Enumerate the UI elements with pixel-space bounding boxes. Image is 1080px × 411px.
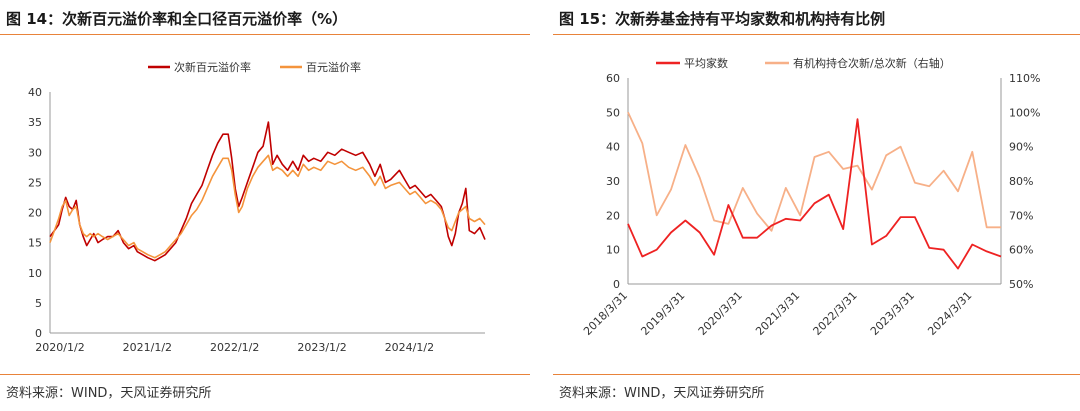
series-line-all-premium <box>49 154 486 259</box>
left-y-tick-label: 20 <box>606 209 620 222</box>
left-y-tick-label: 40 <box>606 141 620 154</box>
right-y-tick-label: 80% <box>1009 175 1033 188</box>
x-tick-label: 2018/3/31 <box>581 289 630 338</box>
right-y-tick-label: 60% <box>1009 244 1033 257</box>
figure-15-source: 资料来源：WIND，天风证券研究所 <box>559 386 765 401</box>
x-tick-label: 2024/1/2 <box>385 341 434 354</box>
figure-15-bottom-rule <box>553 374 1080 375</box>
figure-15-title: 图 15：次新券基金持有平均家数和机构持有比例 <box>559 10 886 28</box>
right-y-tick-label: 110% <box>1009 72 1040 85</box>
x-tick-label: 2021/1/2 <box>123 341 172 354</box>
legend-label: 百元溢价率 <box>306 60 361 74</box>
y-tick-label: 30 <box>28 146 42 159</box>
premium-rate-chart: 0 5 10 15 20 25 30 35 40 2020/1/2 2021/1/2 2022/1/2… <box>28 60 486 354</box>
x-tick-label: 2023/1/2 <box>297 341 346 354</box>
series-line-avg-funds <box>627 118 1002 270</box>
y-tick-label: 0 <box>35 327 42 340</box>
series-line-new-premium <box>49 121 486 262</box>
figure-14-bottom-rule <box>0 374 530 375</box>
y-tick-label: 5 <box>35 297 42 310</box>
left-y-tick-label: 10 <box>606 244 620 257</box>
figure-15-panel: 图 15：次新券基金持有平均家数和机构持有比例 0 10 20 30 40 50 60 50%… <box>553 0 1080 411</box>
y-tick-label: 20 <box>28 207 42 220</box>
right-y-tick-label: 90% <box>1009 141 1033 154</box>
legend-label: 有机构持仓次新/总次新（右轴） <box>793 56 951 70</box>
figure-15-top-rule <box>553 34 1080 35</box>
y-tick-label: 15 <box>28 237 42 250</box>
x-tick-label: 2024/3/31 <box>925 289 974 338</box>
figure-14-source: 资料来源：WIND，天风证券研究所 <box>6 386 212 401</box>
right-y-tick-label: 50% <box>1009 278 1033 291</box>
figure-14-top-rule <box>0 34 530 35</box>
figure-14-title: 图 14：次新百元溢价率和全口径百元溢价率（%） <box>6 10 348 28</box>
x-tick-label: 2023/3/31 <box>868 289 917 338</box>
x-tick-label: 2020/3/31 <box>696 289 745 338</box>
series-line-institution-ratio <box>627 111 1001 232</box>
legend-label: 次新百元溢价率 <box>174 60 251 74</box>
fund-holding-chart: 0 10 20 30 40 50 60 50% 60% 70% 80% 90% 100% 110% 2018… <box>581 56 1040 338</box>
y-tick-label: 35 <box>28 116 42 129</box>
x-tick-label: 2020/1/2 <box>35 341 84 354</box>
legend-label: 平均家数 <box>684 56 728 70</box>
y-tick-label: 25 <box>28 176 42 189</box>
figure-14-panel: 图 14：次新百元溢价率和全口径百元溢价率（%） 0 5 10 15 20 25 30 35 4… <box>0 0 530 411</box>
x-tick-label: 2022/3/31 <box>811 289 860 338</box>
right-y-tick-label: 70% <box>1009 209 1033 222</box>
y-tick-label: 10 <box>28 267 42 280</box>
left-y-tick-label: 50 <box>606 106 620 119</box>
right-y-tick-label: 100% <box>1009 106 1040 119</box>
y-tick-label: 40 <box>28 86 42 99</box>
left-y-tick-label: 0 <box>613 278 620 291</box>
x-tick-label: 2021/3/31 <box>753 289 802 338</box>
x-tick-label: 2022/1/2 <box>210 341 259 354</box>
left-y-tick-label: 30 <box>606 175 620 188</box>
x-tick-label: 2019/3/31 <box>638 289 687 338</box>
left-y-tick-label: 60 <box>606 72 620 85</box>
